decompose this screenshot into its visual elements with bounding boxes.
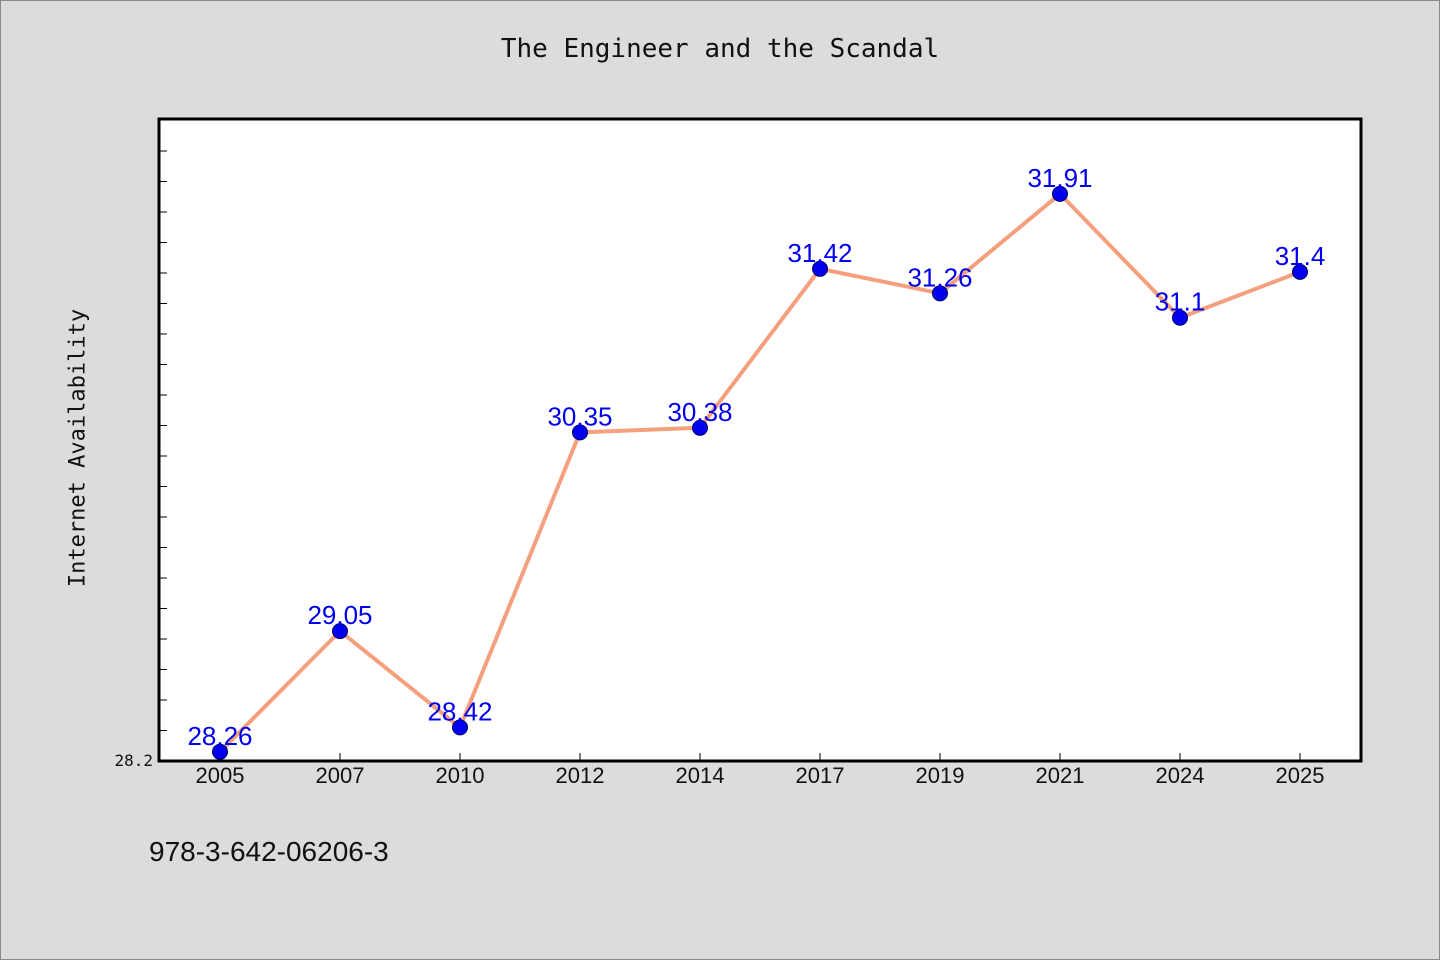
x-axis-ticks: 2005 2007 2010 2012 2014 2017 2019 2021 2024 2025 [196, 753, 1325, 788]
data-point [332, 623, 348, 640]
data-point [1292, 263, 1308, 280]
x-tick-label: 2021 [1036, 763, 1085, 788]
data-point [932, 285, 948, 302]
x-tick-label: 2012 [556, 763, 605, 788]
x-tick-label: 2025 [1276, 763, 1325, 788]
data-markers [212, 185, 1308, 760]
y-axis-min-label: 28.2 [114, 751, 153, 770]
data-label: 29.05 [307, 600, 372, 630]
plot-area [157, 117, 1363, 763]
data-point [572, 424, 588, 441]
x-tick-label: 2007 [316, 763, 365, 788]
x-tick-label: 2014 [676, 763, 725, 788]
x-tick-label: 2005 [196, 763, 245, 788]
x-tick-label: 2010 [436, 763, 485, 788]
data-label: 31.26 [907, 262, 972, 292]
chart-title: The Engineer and the Scandal [500, 34, 940, 64]
data-point [212, 743, 228, 760]
series-line [218, 191, 1301, 754]
data-label: 31.91 [1027, 163, 1092, 193]
data-point [692, 419, 708, 436]
data-point [452, 719, 468, 736]
data-point [1052, 185, 1068, 202]
data-label: 31.1 [1155, 287, 1206, 317]
data-label: 30.38 [667, 397, 732, 427]
x-tick-label: 2017 [796, 763, 845, 788]
data-label: 30.35 [547, 401, 612, 431]
x-tick-label: 2019 [916, 763, 965, 788]
isbn-code: 978-3-642-06206-3 [149, 836, 389, 867]
data-label: 28.42 [427, 696, 492, 726]
data-label: 31.4 [1275, 241, 1326, 271]
data-label: 31.42 [787, 238, 852, 268]
data-labels: 28.26 29.05 28.42 30.35 30.38 31.42 31.26 31.91… [187, 163, 1325, 751]
data-point [812, 260, 828, 277]
data-point [1172, 309, 1188, 326]
x-tick-label: 2024 [1156, 763, 1205, 788]
y-axis-ticks [159, 150, 167, 731]
data-label: 28.26 [187, 721, 252, 751]
